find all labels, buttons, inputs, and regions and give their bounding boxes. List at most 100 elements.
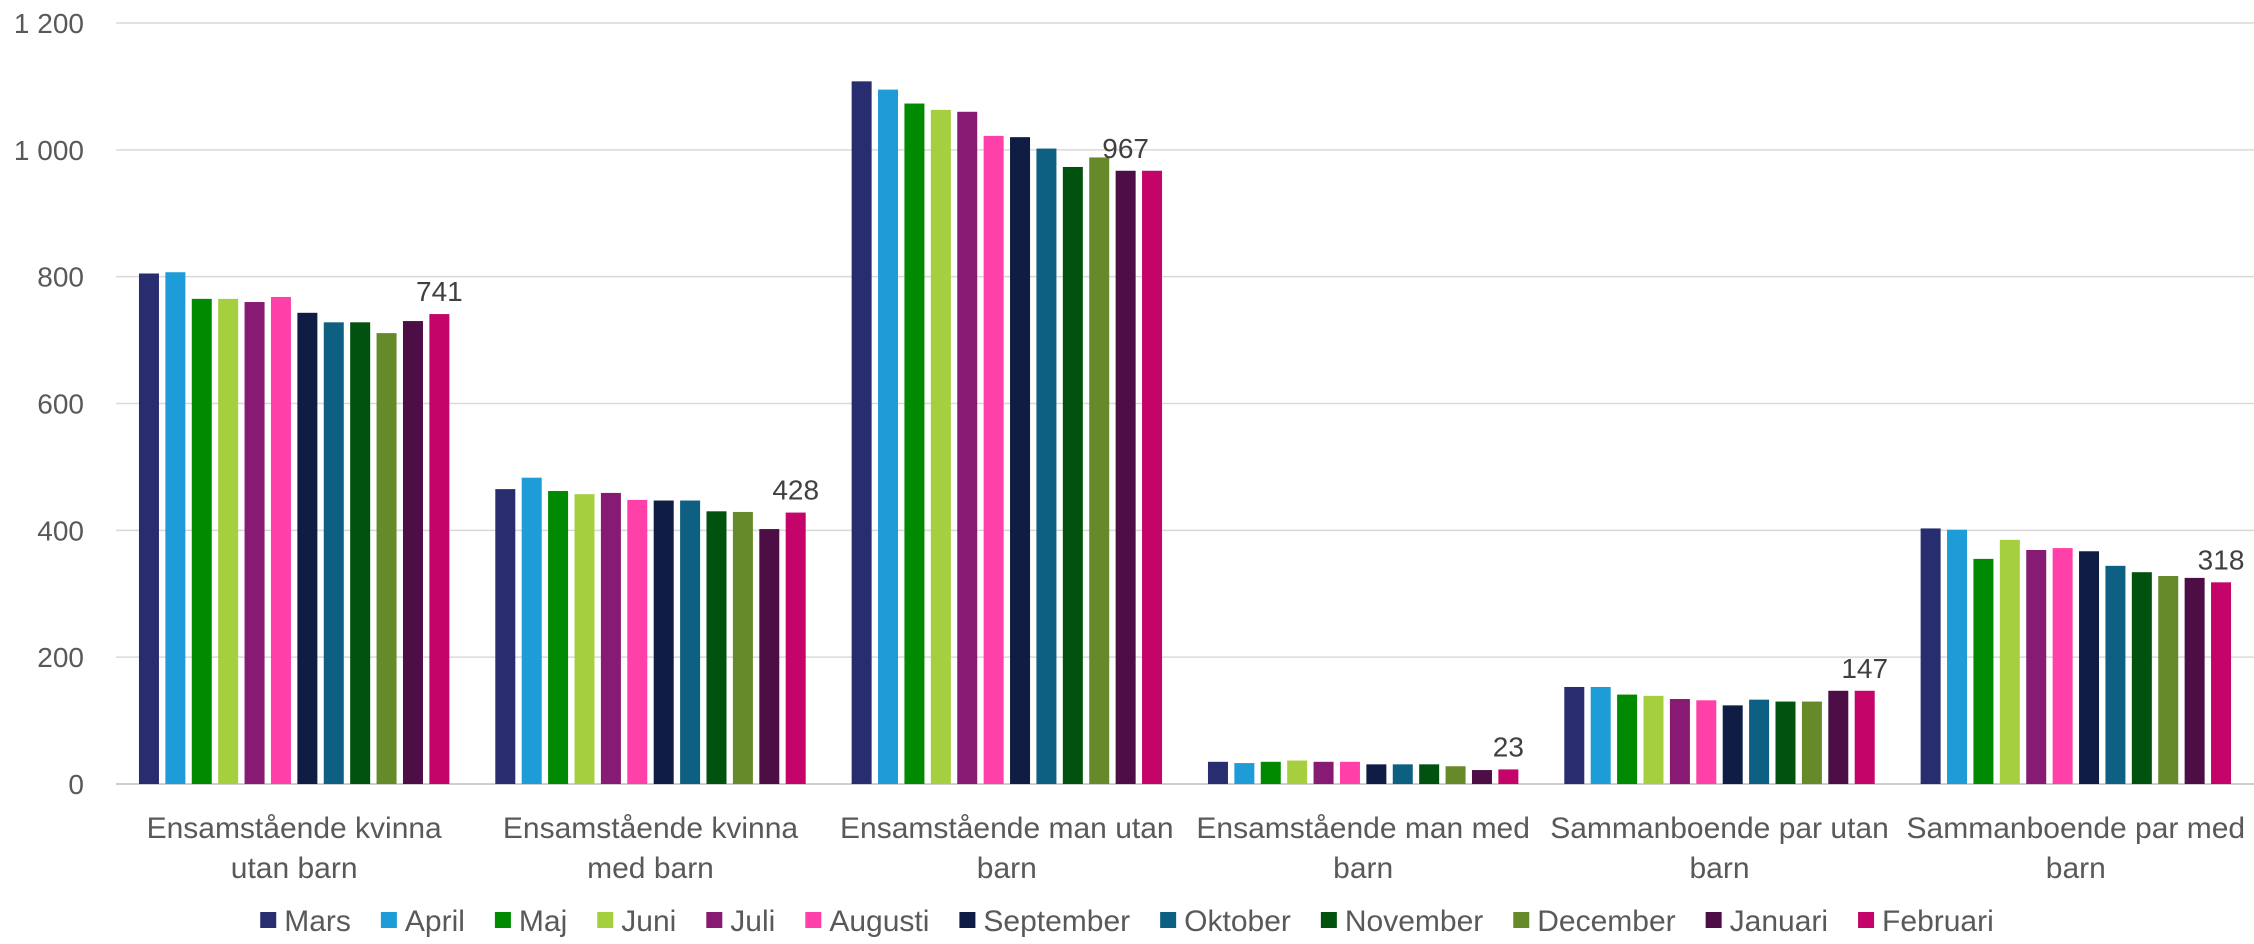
y-tick-label: 1 200 <box>14 8 84 39</box>
legend-swatch <box>1320 912 1337 928</box>
bar-maj-4 <box>1617 694 1638 784</box>
legend-item-maj: Maj <box>494 905 567 938</box>
bar-december-3 <box>1445 766 1466 784</box>
legend-swatch <box>1858 912 1875 928</box>
bar-december-0 <box>376 333 397 784</box>
bar-juli-0 <box>244 302 265 784</box>
bar-maj-5 <box>1973 558 1994 784</box>
legend-label: Juli <box>730 905 775 938</box>
bar-mars-2 <box>851 81 872 785</box>
legend-label: Februari <box>1882 905 1994 938</box>
data-label: 23 <box>1493 731 1524 762</box>
bar-oktober-5 <box>2105 565 2126 784</box>
category-label: barn <box>1333 852 1393 885</box>
category-label: utan barn <box>231 852 358 885</box>
legend-label: Januari <box>1730 905 1828 938</box>
bar-november-1 <box>706 511 727 784</box>
y-axis-tick-labels: 0 200 400 600 800 1 000 1 200 <box>14 8 84 800</box>
bar-november-2 <box>1062 166 1083 785</box>
legend-label: Augusti <box>829 905 929 938</box>
category-label: Ensamstående man utan <box>840 812 1174 845</box>
bar-juni-5 <box>1999 539 2020 784</box>
legend-swatch <box>959 912 976 928</box>
bar-juli-1 <box>600 492 621 784</box>
category-labels: Ensamstående kvinna utan barn Ensamstående… <box>147 812 2246 885</box>
category-label: barn <box>2046 852 2106 885</box>
bar-januari-2 <box>1115 170 1136 784</box>
legend-label: Mars <box>284 905 351 938</box>
data-label: 147 <box>1841 653 1888 684</box>
bar-september-5 <box>2079 551 2100 784</box>
legend-item-mars: Mars <box>260 905 351 938</box>
bar-augusti-5 <box>2052 548 2073 784</box>
bar-juni-0 <box>218 298 239 784</box>
bar-april-4 <box>1590 686 1611 784</box>
bar-maj-2 <box>904 103 925 784</box>
legend-swatch <box>380 912 397 928</box>
data-label: 318 <box>2198 544 2245 575</box>
y-tick-label: 800 <box>37 262 84 293</box>
bar-december-4 <box>1801 701 1822 784</box>
legend-label: April <box>405 905 465 938</box>
bar-februari-2 <box>1142 170 1163 784</box>
data-label: 967 <box>1102 133 1149 164</box>
legend-label: Oktober <box>1184 905 1291 938</box>
legend-swatch <box>1513 912 1530 928</box>
bar-juli-3 <box>1313 761 1334 784</box>
data-labels: 741 428 967 23 147 318 <box>416 133 2244 763</box>
legend-label: November <box>1345 905 1483 938</box>
data-label: 741 <box>416 276 463 307</box>
bar-december-5 <box>2158 575 2179 784</box>
bar-juli-4 <box>1669 699 1690 784</box>
bar-februari-5 <box>2211 582 2232 784</box>
category-label: Sammanboende par utan <box>1550 812 1889 845</box>
bar-februari-4 <box>1854 690 1875 784</box>
legend-swatch <box>805 912 822 928</box>
bar-augusti-1 <box>627 499 648 784</box>
bar-februari-1 <box>785 512 806 784</box>
legend-item-juli: Juli <box>706 905 775 938</box>
category-label: barn <box>1689 852 1749 885</box>
y-tick-label: 600 <box>37 389 84 420</box>
legend-item-december: December <box>1513 905 1676 938</box>
bar-april-5 <box>1947 529 1968 784</box>
bar-januari-4 <box>1828 690 1849 784</box>
bar-oktober-1 <box>680 500 701 784</box>
bar-september-2 <box>1010 137 1031 784</box>
bar-november-0 <box>350 322 371 784</box>
bar-maj-0 <box>191 298 212 784</box>
bar-november-5 <box>2131 572 2152 784</box>
bar-december-1 <box>732 511 753 784</box>
bar-augusti-4 <box>1696 700 1717 784</box>
bar-mars-1 <box>495 489 516 784</box>
bar-maj-3 <box>1260 761 1281 784</box>
legend-item-november: November <box>1320 905 1483 938</box>
bar-september-4 <box>1722 705 1743 784</box>
legend-swatch <box>260 912 277 928</box>
bar-september-3 <box>1366 764 1387 784</box>
bar-januari-3 <box>1471 770 1492 784</box>
bar-september-1 <box>653 500 674 784</box>
legend-label: Maj <box>519 905 567 938</box>
y-tick-label: 1 000 <box>14 135 84 166</box>
legend-swatch <box>597 912 614 928</box>
bar-december-2 <box>1089 157 1110 784</box>
bar-september-0 <box>297 312 318 784</box>
category-label: Ensamstående kvinna <box>147 812 442 845</box>
bar-augusti-3 <box>1339 761 1360 784</box>
legend-label: September <box>983 905 1130 938</box>
bar-november-4 <box>1775 701 1796 784</box>
y-tick-label: 200 <box>37 642 84 673</box>
bar-oktober-0 <box>323 322 344 784</box>
legend-item-juni: Juni <box>597 905 676 938</box>
legend-swatch <box>706 912 723 928</box>
category-label: barn <box>977 852 1037 885</box>
bar-juni-1 <box>574 494 595 784</box>
category-label: Ensamstående kvinna <box>503 812 798 845</box>
bar-augusti-2 <box>983 135 1004 785</box>
bar-augusti-0 <box>270 296 291 784</box>
bar-mars-5 <box>1920 528 1941 784</box>
bar-juni-3 <box>1287 760 1308 784</box>
legend-item-februari: Februari <box>1858 905 1994 938</box>
bar-april-0 <box>165 272 186 784</box>
